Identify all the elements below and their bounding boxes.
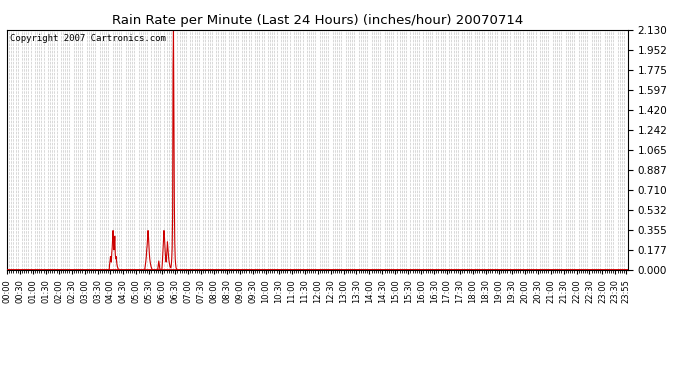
- Title: Rain Rate per Minute (Last 24 Hours) (inches/hour) 20070714: Rain Rate per Minute (Last 24 Hours) (in…: [112, 15, 523, 27]
- Text: Copyright 2007 Cartronics.com: Copyright 2007 Cartronics.com: [10, 34, 166, 43]
